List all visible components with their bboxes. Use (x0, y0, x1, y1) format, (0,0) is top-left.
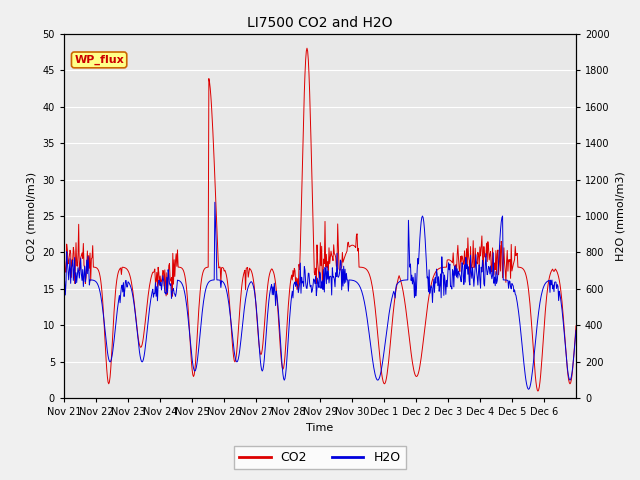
Legend: CO2, H2O: CO2, H2O (234, 446, 406, 469)
Y-axis label: H2O (mmol/m3): H2O (mmol/m3) (615, 171, 625, 261)
X-axis label: Time: Time (307, 423, 333, 433)
Title: LI7500 CO2 and H2O: LI7500 CO2 and H2O (247, 16, 393, 30)
Y-axis label: CO2 (mmol/m3): CO2 (mmol/m3) (27, 171, 37, 261)
Text: WP_flux: WP_flux (74, 55, 124, 65)
